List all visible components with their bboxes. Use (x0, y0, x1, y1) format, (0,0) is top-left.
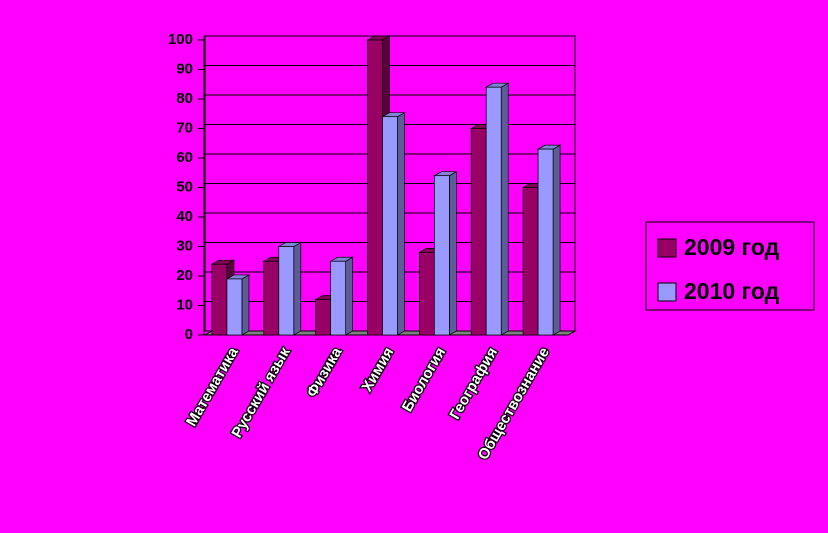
x-tick-label: Математика (183, 344, 242, 429)
x-tick-label: Физика (304, 344, 346, 400)
bar (277, 241, 303, 336)
bar-front (419, 252, 435, 336)
bar-side (552, 144, 561, 336)
bar-front (211, 263, 228, 336)
legend-swatch (657, 282, 677, 302)
bar-front (522, 187, 539, 336)
y-tick-label: 30 (176, 237, 193, 254)
x-tick-label: Биология (399, 344, 449, 414)
x-tick-label: География (446, 344, 501, 422)
y-tick-label: 20 (176, 267, 193, 284)
bar-front (315, 299, 331, 336)
bar (381, 112, 406, 336)
bar-side (241, 274, 250, 336)
bar-front (330, 260, 346, 336)
bar (433, 171, 458, 336)
y-tick-label: 80 (176, 90, 193, 107)
bar-front (278, 246, 295, 336)
bar (329, 256, 354, 336)
bar (484, 82, 510, 336)
bar-side (345, 256, 353, 336)
y-tick-label: 0 (185, 326, 193, 343)
bar-front (382, 116, 398, 336)
bar-front (537, 148, 554, 336)
bar-front (263, 260, 280, 336)
y-tick-label: 10 (176, 296, 193, 313)
bar-side (500, 82, 509, 336)
y-tick-label: 100 (168, 31, 193, 48)
bar-front (470, 128, 487, 336)
y-tick-label: 40 (176, 208, 193, 225)
legend-label: 2009 год (684, 234, 780, 260)
y-tick-label: 50 (176, 178, 193, 195)
bar-front (485, 86, 502, 336)
bar-front (226, 278, 243, 336)
y-tick-label: 70 (176, 119, 193, 136)
bar-side (293, 241, 302, 336)
y-tick-label: 90 (176, 60, 193, 77)
bar (536, 144, 562, 336)
bar-front (434, 175, 450, 336)
legend-box (645, 221, 815, 311)
bar-side (449, 171, 457, 336)
legend-label: 2010 год (684, 278, 780, 304)
legend-swatch (657, 238, 677, 258)
y-tick-label: 60 (176, 149, 193, 166)
x-tick-label: Химия (359, 344, 398, 394)
bar-front (367, 39, 383, 336)
bar-side (397, 112, 405, 336)
bar (225, 274, 251, 336)
